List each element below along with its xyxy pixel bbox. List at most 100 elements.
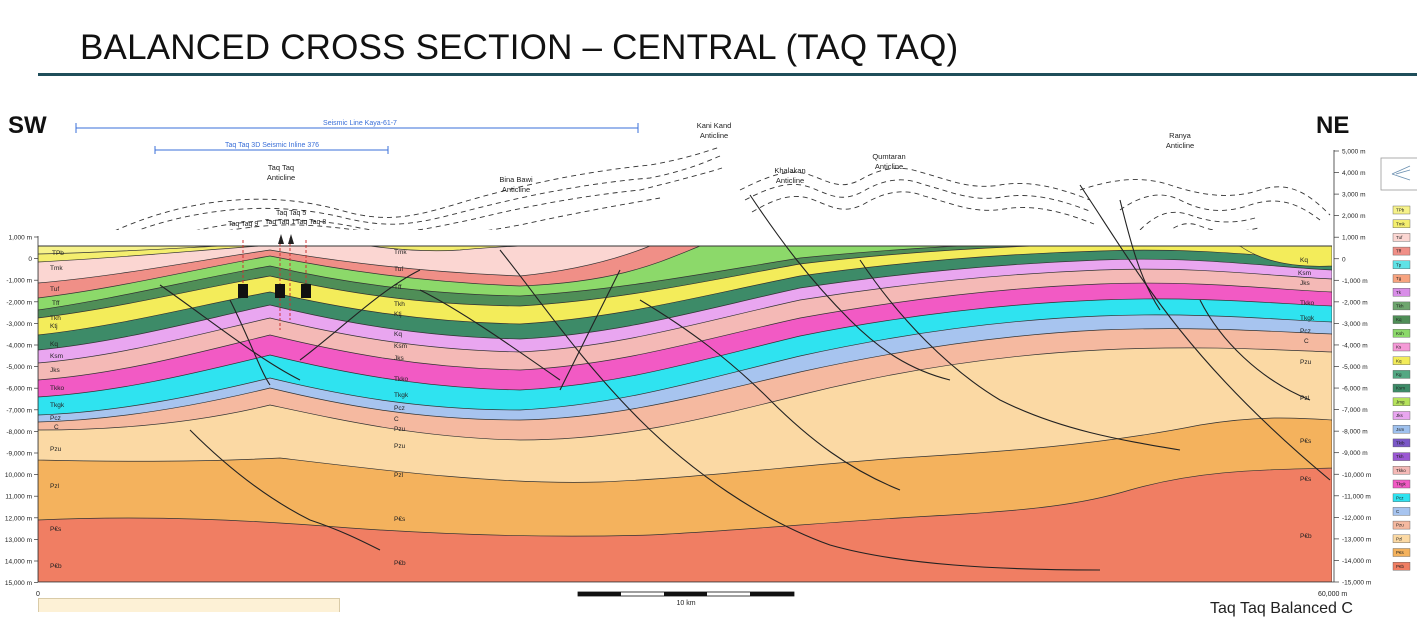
legend-label: Tp	[1396, 262, 1402, 267]
depth-tick-label: -5,000 m	[6, 364, 32, 371]
legend-swatch	[1392, 315, 1411, 324]
unit-label: Pzl	[1300, 395, 1310, 402]
fault-lines	[159, 184, 1331, 571]
depth-tick-label: -9,000 m	[6, 451, 32, 458]
geological-layers	[38, 230, 1332, 582]
seismic-lines	[75, 123, 639, 154]
unit-label: Pzl	[394, 472, 404, 479]
unit-label: Jks	[50, 367, 61, 374]
depth-tick-label: -10,000 m	[1342, 472, 1371, 479]
structure-qumtaran-line2: Anticline	[875, 162, 903, 171]
legend-swatch	[1392, 370, 1411, 379]
seismic-line-kaya-label: Seismic Line Kaya-61-7	[323, 120, 397, 127]
legend-label: P€b	[1396, 564, 1405, 569]
legend-swatch	[1392, 548, 1411, 557]
depth-tick-label: -13,000 m	[1342, 536, 1371, 543]
distance-axis-end: 60,000 m	[1318, 591, 1347, 598]
unit-label: Tff	[52, 300, 60, 307]
legend-label: Tmk	[1396, 221, 1405, 226]
depth-tick-label: 5,000 m	[1342, 149, 1366, 156]
unit-labels-right: Kq Ksm Jks Tkko Tkgk Pcz C Pzu Pzl P€s P…	[1298, 257, 1315, 540]
legend-label: Tg	[1396, 276, 1402, 281]
depth-tick-label: -7,000 m	[6, 407, 32, 414]
depth-tick-label: -6,000 m	[1342, 386, 1368, 393]
depth-tick-label: 0	[28, 256, 32, 263]
unit-label: Jks	[1300, 280, 1311, 287]
unit-label: P€s	[1300, 438, 1312, 445]
unit-label: P€b	[50, 563, 62, 570]
depth-tick-label: -14,000 m	[1342, 558, 1371, 565]
depth-tick-label: -7,000 m	[1342, 407, 1368, 414]
depth-axis-right: 5,000 m 4,000 m 3,000 m 2,000 m 1,000 m 0 -1,0…	[1333, 149, 1371, 587]
depth-tick-label: -12,000 m	[1342, 515, 1371, 522]
legend-label: Tkh	[1396, 454, 1404, 459]
legend-label: Tff	[1396, 249, 1402, 254]
legend-swatch	[1392, 329, 1411, 338]
legend-swatch	[1392, 493, 1411, 502]
unit-label: Tkh	[50, 315, 61, 322]
legend-label: Tuf	[1396, 235, 1403, 240]
legend-label: Jks	[1396, 413, 1404, 418]
unit-label: Tuf	[394, 266, 403, 273]
depth-tick-label: 12,000 m	[5, 515, 32, 522]
structure-bina-bawi-line2: Anticline	[502, 185, 530, 194]
legend-label: Pzl	[1396, 536, 1402, 541]
legend-swatch	[1392, 507, 1411, 516]
depth-tick-label: -4,000 m	[6, 343, 32, 350]
legend-label: Tkgk	[1396, 482, 1407, 487]
sky-mask	[38, 230, 1332, 246]
structure-kani-kand-line1: Kani Kand	[697, 121, 732, 130]
unit-label: Ktj	[50, 323, 58, 330]
depth-tick-label: -3,000 m	[6, 321, 32, 328]
depth-tick-label: 13,000 m	[5, 537, 32, 544]
unit-label: C	[394, 416, 399, 423]
unit-label: C	[54, 424, 59, 431]
legend-swatch	[1392, 219, 1411, 228]
direction-sw-label: SW	[8, 112, 47, 139]
depth-tick-label: -8,000 m	[1342, 429, 1368, 436]
eroded-strata-dashes	[89, 146, 1331, 247]
legend-swatch	[1392, 466, 1411, 475]
inset-map-frame	[1380, 157, 1417, 191]
depth-tick-label: -4,000 m	[1342, 342, 1368, 349]
unit-label: Ksm	[50, 353, 63, 360]
legend-swatch	[1392, 479, 1411, 489]
legend-swatch	[1392, 342, 1411, 352]
unit-label: Tmk	[394, 249, 407, 256]
unit-labels-left: TPb Tmk Tuf Tff Tkh Ktj Kq Ksm Jks Tkko …	[50, 250, 65, 570]
unit-label: Jks	[394, 355, 405, 362]
depth-tick-label: 14,000 m	[5, 559, 32, 566]
legend-swatch	[1392, 534, 1411, 543]
structure-ranya-line2: Anticline	[1166, 141, 1194, 150]
legend-swatch	[1392, 411, 1411, 420]
unit-label: Pzu	[394, 426, 406, 433]
legend-swatch	[1392, 246, 1411, 256]
seismic-inline-376-label: Taq Taq 3D Seismic Inline 376	[225, 142, 319, 149]
legend-swatch	[1392, 288, 1411, 297]
unit-label: Tff	[394, 284, 402, 291]
unit-label: Kq	[50, 341, 58, 348]
unit-label: Pzu	[394, 443, 406, 450]
unit-label: P€s	[1300, 476, 1312, 483]
layer-tuf	[38, 245, 651, 284]
unit-label: TPb	[52, 250, 64, 257]
depth-tick-label: -8,000 m	[6, 429, 32, 436]
legend-swatch	[1392, 205, 1411, 215]
well-taq-taq-9: Taq Taq 9	[228, 221, 258, 228]
title-divider	[38, 73, 1417, 76]
legend-label: Ksh	[1396, 331, 1404, 336]
scale-bar	[577, 591, 795, 597]
legend-label: P€s	[1396, 550, 1405, 555]
legend-label: Ks	[1396, 345, 1402, 350]
legend-label: Tkib	[1396, 441, 1405, 446]
legend-label: TPb	[1396, 208, 1405, 213]
well-taq-taq-5: Taq Taq 5	[276, 210, 306, 217]
depth-tick-label: 11,000 m	[5, 494, 32, 501]
unit-label: Kq	[1300, 257, 1308, 264]
depth-tick-label: 0	[1342, 256, 1346, 263]
layer-kq-ne	[1238, 245, 1332, 267]
unit-label: Tkko	[394, 376, 408, 383]
legend-label: Kq	[1396, 317, 1402, 322]
unit-label: Tuf	[50, 286, 59, 293]
legend-label: Tk	[1396, 290, 1402, 295]
